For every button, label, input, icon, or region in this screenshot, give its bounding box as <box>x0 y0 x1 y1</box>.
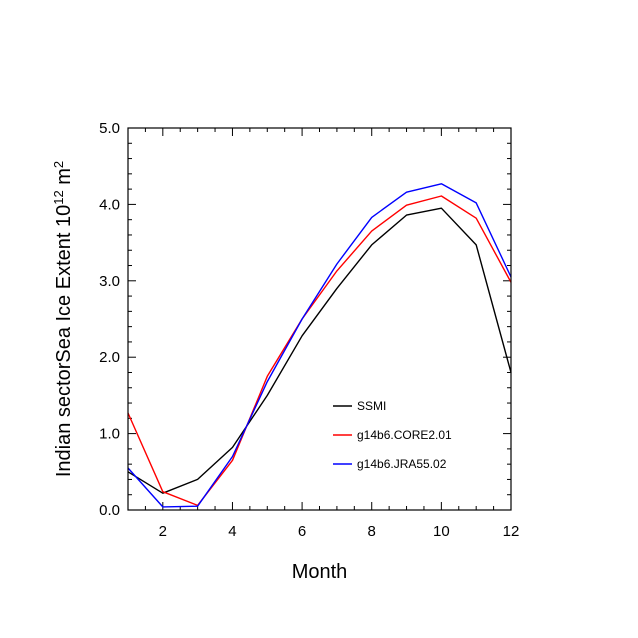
tick-labels: 2 4 6 8 10 12 0.0 1.0 2.0 3.0 4.0 5.0 <box>99 120 519 540</box>
plot-frame <box>127 127 512 511</box>
y-tick-label: 4.0 <box>99 196 120 213</box>
legend-label: g14b6.JRA55.02 <box>357 457 447 471</box>
x-tick-label: 4 <box>228 523 236 540</box>
legend: SSMI g14b6.CORE2.01 g14b6.JRA55.02 <box>333 399 452 471</box>
y-tick-label: 0.0 <box>99 502 120 519</box>
y-axis-title-unit-exponent: 2 <box>51 161 66 168</box>
x-tick-label: 2 <box>159 523 167 540</box>
y-axis-title: Indian sectorSea Ice Extent 1012 m2 <box>51 161 76 477</box>
y-tick-label: 1.0 <box>99 426 120 443</box>
y-axis-title-exponent: 12 <box>51 190 66 204</box>
y-tick-label: 5.0 <box>99 120 120 137</box>
y-axis-title-unit: m <box>53 168 75 190</box>
x-axis-title: Month <box>292 561 348 583</box>
y-tick-label: 2.0 <box>99 349 120 366</box>
series-layer <box>127 183 512 508</box>
series-line-g14b6-core2-01 <box>127 195 512 507</box>
y-axis-title-prefix: Indian sectorSea Ice Extent 10 <box>53 205 75 477</box>
x-tick-label: 6 <box>298 523 306 540</box>
legend-label: SSMI <box>357 399 386 413</box>
x-tick-label: 12 <box>503 523 520 540</box>
series-line-g14b6-jra55-02 <box>127 183 512 508</box>
axis-ticks <box>127 127 512 511</box>
y-tick-label: 3.0 <box>99 273 120 290</box>
x-tick-label: 10 <box>433 523 450 540</box>
x-tick-label: 8 <box>368 523 376 540</box>
legend-label: g14b6.CORE2.01 <box>357 428 452 442</box>
series-line-ssmi <box>127 207 512 494</box>
